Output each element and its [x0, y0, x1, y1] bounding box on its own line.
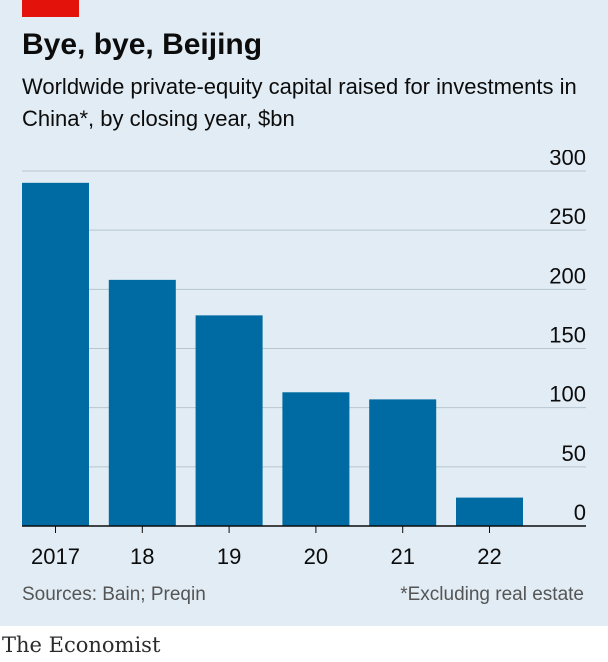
y-tick-label: 50 [562, 441, 586, 466]
x-tick-label: 2017 [31, 544, 80, 569]
brand-red-tag [22, 0, 79, 17]
source-note: Sources: Bain; Preqin [22, 584, 206, 605]
y-tick-label: 250 [549, 204, 586, 229]
footnote: *Excluding real estate [400, 584, 584, 605]
x-tick-label: 20 [304, 544, 328, 569]
y-tick-label: 0 [574, 500, 586, 525]
brand-logo-text: The Economist [2, 633, 161, 657]
x-tick-label: 22 [477, 544, 501, 569]
y-tick-label: 200 [549, 263, 586, 288]
x-axis-tick-labels: 2017 18 19 20 21 22 [31, 526, 502, 569]
x-tick-label: 19 [217, 544, 241, 569]
x-tick-label: 18 [130, 544, 154, 569]
bar-2017 [22, 182, 89, 527]
chart-subtitle: Worldwide private-equity capital raised … [22, 74, 577, 131]
chart-title: Bye, bye, Beijing [22, 28, 263, 61]
x-tick-label: 21 [390, 544, 414, 569]
bar-19 [195, 315, 263, 526]
bar-20 [282, 392, 350, 526]
y-axis-tick-labels: 0 50 100 150 200 250 300 [549, 150, 586, 525]
bar-21 [369, 399, 437, 526]
bar-chart: 0 50 100 150 200 250 300 2017 18 19 20 21 22 [22, 150, 586, 569]
y-tick-label: 150 [549, 323, 586, 348]
bar-18 [108, 279, 176, 526]
bars [22, 182, 523, 527]
y-tick-label: 300 [549, 150, 586, 170]
bar-22 [456, 497, 523, 526]
y-tick-label: 100 [549, 382, 586, 407]
